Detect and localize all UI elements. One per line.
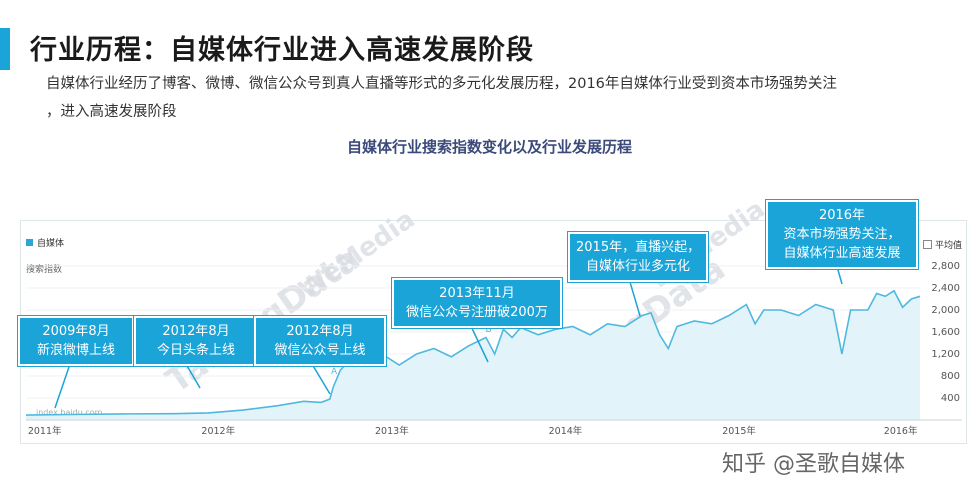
y-tick-label: 2,800	[931, 261, 960, 272]
legend-label: 自媒体	[37, 239, 65, 249]
callout-title: 2015年，直播兴起，	[576, 240, 701, 255]
callout-pointer	[311, 363, 331, 395]
callout-2016-capital: 2016年 资本市场强势关注， 自媒体行业高速发展	[766, 200, 918, 269]
callout-2012-toutiao: 2012年8月 今日头条上线	[134, 316, 258, 366]
y-axis-label: 搜索指数	[26, 265, 63, 275]
y-tick-label: 1,200	[931, 349, 960, 360]
callout-title: 2012年8月	[162, 324, 230, 339]
x-tick-label: 2014年	[549, 425, 583, 437]
point-label: B	[485, 325, 491, 335]
callout-pointer	[185, 363, 201, 389]
y-tick-label: 1,600	[931, 327, 960, 338]
callout-pointer	[468, 321, 489, 363]
description-line-1: 自媒体行业经历了博客、微博、微信公众号到真人直播等形式的多元化发展历程，2016…	[46, 76, 837, 92]
x-tick-label: 2016年	[884, 425, 918, 437]
y-tick-label: 2,400	[931, 283, 960, 294]
callout-text: 今日头条上线	[156, 343, 235, 358]
x-tick-label: 2013年	[375, 425, 409, 437]
callout-text: 自媒体行业多元化	[585, 259, 690, 274]
page-title: 行业历程：自媒体行业进入高速发展阶段	[30, 35, 534, 66]
callout-pointer	[54, 363, 71, 409]
series-line	[25, 289, 921, 416]
callout-2015-live: 2015年，直播兴起， 自媒体行业多元化	[568, 232, 708, 282]
callout-text: 微信公众号注册破200万	[406, 305, 548, 320]
chart-legend: 自媒体	[26, 236, 64, 249]
chart-title: 自媒体行业搜索指数变化以及行业发展历程	[346, 138, 632, 156]
point-label: A	[331, 367, 338, 377]
y-tick-label: 800	[941, 371, 960, 382]
callout-text: 自媒体行业高速发展	[783, 246, 901, 261]
callout-title: 2016年	[818, 208, 866, 223]
x-tick-label: 2012年	[201, 425, 235, 437]
y-tick-label: 400	[941, 393, 960, 404]
callout-2012-wechat: 2012年8月 微信公众号上线	[254, 316, 386, 366]
callout-text: 新浪微博上线	[36, 343, 115, 358]
average-label: 平均值	[935, 241, 963, 251]
callout-title: 2012年8月	[286, 324, 354, 339]
callout-text: 微信公众号上线	[274, 343, 366, 358]
callout-pointer	[629, 281, 641, 317]
footer-watermark: 知乎 @圣歌自媒体	[722, 452, 905, 477]
legend-swatch	[26, 239, 33, 246]
callout-title: 2009年8月	[42, 324, 110, 339]
series-area	[26, 290, 920, 420]
x-tick-label: 2015年	[722, 425, 756, 437]
y-tick-label: 2,000	[931, 305, 960, 316]
callout-2009-weibo: 2009年8月 新浪微博上线	[18, 316, 134, 366]
source-label: index.baidu.com	[36, 408, 103, 417]
average-toggle[interactable]: 平均值	[923, 238, 962, 251]
description-line-2: ，进入高速发展阶段	[46, 104, 177, 120]
callout-title: 2013年11月	[439, 286, 515, 301]
title-accent-bar	[0, 28, 10, 70]
callout-2013-wechat-2m: 2013年11月 微信公众号注册破200万	[392, 278, 562, 328]
x-tick-label: 2011年	[28, 425, 62, 437]
checkbox-icon[interactable]	[923, 240, 932, 249]
callout-text: 资本市场强势关注，	[783, 227, 901, 242]
